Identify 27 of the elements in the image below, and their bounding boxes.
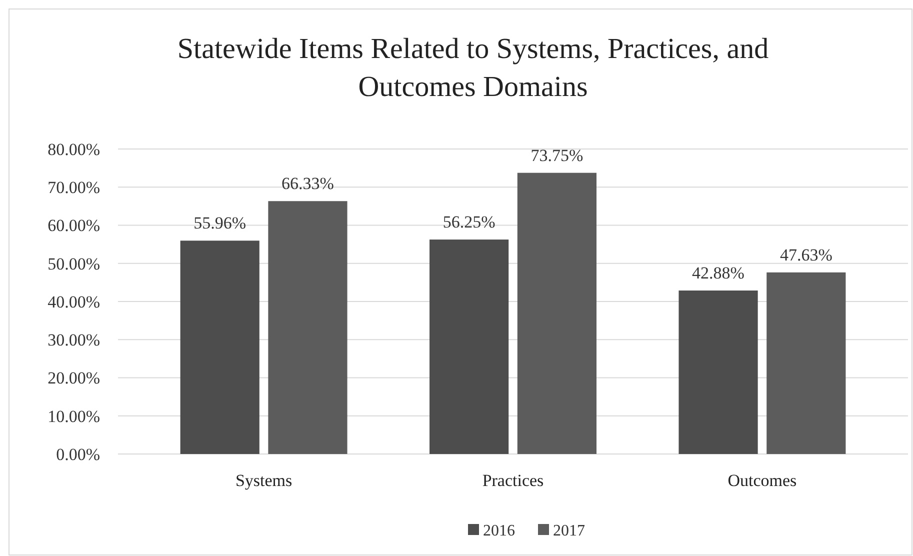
data-label: 66.33% — [282, 174, 334, 194]
y-tick-label: 10.00% — [48, 406, 100, 426]
bar — [766, 272, 846, 454]
data-label: 56.25% — [442, 212, 496, 232]
bar — [268, 201, 348, 454]
y-tick-label: 80.00% — [48, 140, 100, 159]
bar — [517, 172, 596, 454]
chart-title: Statewide Items Related to Systems, Practices, and Outcomes Domains — [177, 33, 770, 103]
legend-label: 2016 — [483, 522, 515, 540]
legend-label: 2017 — [553, 522, 585, 540]
y-tick-label: 50.00% — [48, 254, 100, 274]
y-tick-label: 30.00% — [48, 330, 100, 350]
data-label: 47.63% — [780, 245, 832, 264]
bar — [180, 240, 260, 454]
x-tick-label: Outcomes — [728, 471, 797, 490]
data-label: 42.88% — [692, 264, 744, 283]
data-label: 73.75% — [530, 146, 584, 165]
y-tick-label: 40.00% — [48, 292, 100, 312]
x-tick-label: Practices — [482, 471, 544, 490]
bar — [678, 290, 758, 454]
bar — [430, 240, 509, 454]
y-tick-label: 70.00% — [48, 178, 100, 198]
y-tick-label: 20.00% — [48, 368, 100, 388]
data-label: 55.96% — [194, 214, 246, 233]
x-tick-label: Systems — [235, 471, 292, 490]
y-tick-label: 60.00% — [48, 216, 100, 236]
y-tick-label: 0.00% — [56, 444, 100, 464]
